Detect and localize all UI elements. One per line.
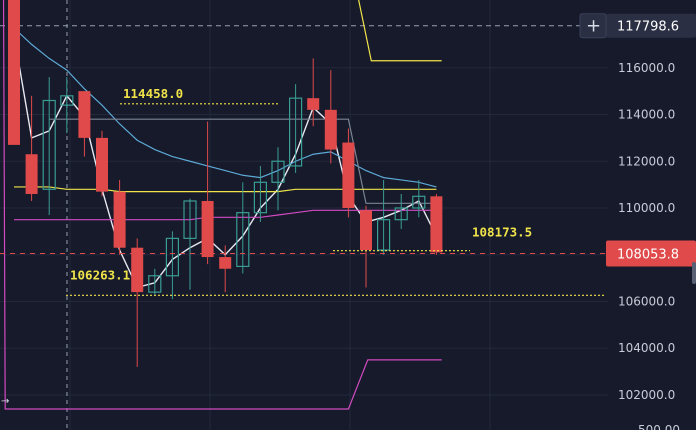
crosshair-price-tag: 117798.6: [606, 13, 696, 38]
candle-body: [131, 247, 144, 293]
candle-body: [60, 95, 74, 106]
price-axis-label-partial: 500.00: [638, 423, 680, 430]
price-axis-label: 104000.0: [618, 341, 675, 355]
plus-icon: +: [586, 16, 601, 37]
price-axis-label: 116000.0: [618, 61, 675, 75]
price-axis-label: 112000.0: [618, 154, 675, 168]
candle-body: [201, 200, 214, 258]
candle-8: [131, 238, 144, 367]
price-axis-label: 110000.0: [618, 201, 675, 215]
moving-average-line-3: [49, 118, 437, 204]
candle-body: [289, 97, 303, 167]
candle-body: [165, 237, 179, 277]
arrow-right-icon: →: [1, 396, 9, 407]
candle-body: [8, 0, 20, 145]
candle-1: [8, 0, 20, 145]
candle-18: [307, 58, 320, 127]
add-alert-button[interactable]: +: [579, 13, 607, 39]
candle-21: [360, 205, 372, 288]
current-price-text: 108053.8: [617, 247, 679, 262]
price-axis-label: 114000.0: [618, 108, 675, 122]
candle-body: [219, 257, 232, 269]
candle-20: [342, 128, 355, 218]
price-axis-label: 102000.0: [618, 388, 675, 402]
candle-22: [377, 179, 391, 255]
candle-5: [78, 91, 91, 157]
candle-body: [78, 91, 91, 138]
candle-24: [412, 179, 426, 218]
candle-body: [113, 191, 126, 248]
candle-6: [96, 130, 108, 197]
moving-average-line-2: [13, 27, 437, 188]
candle-body: [236, 212, 250, 268]
level-label: 114458.0: [123, 86, 183, 101]
candle-body: [430, 196, 443, 253]
crosshair-price-tag-bg: [606, 13, 696, 38]
candle-3: [42, 77, 56, 215]
candle-13: [219, 245, 232, 293]
crosshair-price-text: 117798.6: [617, 20, 679, 35]
current-price-tag: 108053.8: [606, 240, 696, 267]
upper-band-line: [358, 0, 442, 62]
candle-body: [412, 195, 426, 209]
candle-body: [148, 275, 162, 293]
candle-11: [183, 198, 197, 290]
candle-body: [183, 200, 197, 239]
candle-body: [324, 109, 337, 150]
candle-body: [253, 181, 267, 214]
candle-body: [307, 98, 320, 110]
candle-23: [394, 193, 408, 230]
candle-body: [377, 219, 391, 251]
level-label: 106263.1: [70, 267, 130, 282]
lower-band-line: [2, 0, 442, 410]
candle-12: [201, 121, 214, 265]
candle-17: [289, 84, 303, 173]
current-price-tag-bg: [606, 240, 696, 267]
candle-19: [324, 70, 337, 164]
candle-14: [236, 182, 250, 274]
candle-body: [360, 210, 372, 251]
candle-15: [253, 165, 267, 223]
price-scale-scrollbar: [692, 262, 696, 284]
candle-body: [96, 137, 108, 192]
candle-9: [148, 268, 162, 295]
price-axis-label: 106000.0: [618, 294, 675, 308]
candle-16: [271, 147, 285, 211]
moving-average-line-4: [14, 186, 437, 193]
candle-25: [430, 193, 443, 255]
candle-body: [25, 154, 38, 194]
candle-body: [271, 160, 285, 183]
candle-10: [165, 231, 179, 300]
candle-body: [42, 99, 56, 190]
candle-2: [25, 95, 38, 201]
candle-4: [60, 77, 74, 134]
candle-7: [113, 179, 126, 255]
candle-body: [394, 207, 408, 221]
add-alert-button-bg: [579, 13, 607, 39]
level-label: 108173.5: [472, 225, 532, 240]
candle-body: [342, 142, 355, 208]
